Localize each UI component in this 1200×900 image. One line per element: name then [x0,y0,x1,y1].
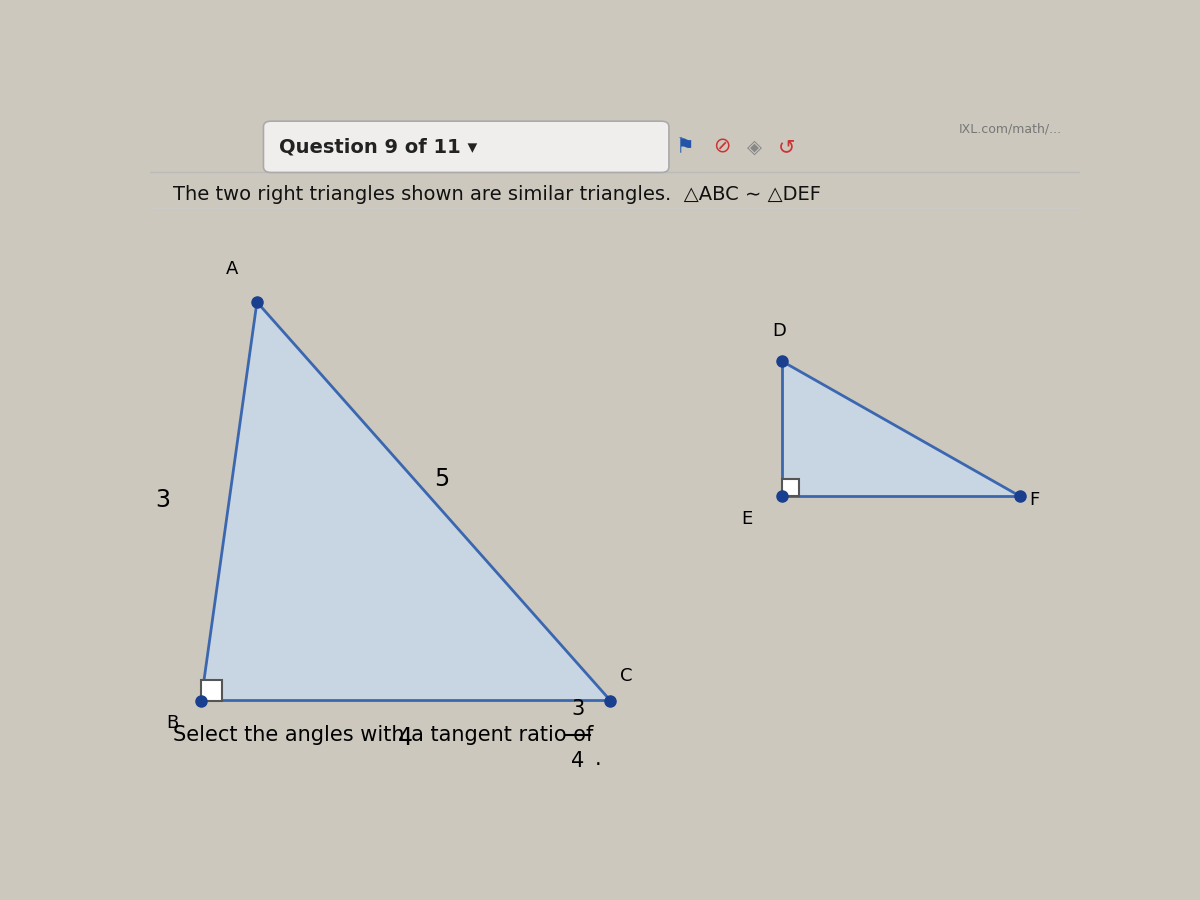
Text: 3: 3 [156,488,170,511]
Text: ◈: ◈ [746,138,762,157]
Text: 5: 5 [433,467,449,491]
Polygon shape [782,361,1020,496]
Text: B: B [167,715,179,733]
Text: 4: 4 [398,726,413,751]
Text: F: F [1028,491,1039,508]
Text: 3: 3 [571,699,584,719]
Text: IXL.com/math/...: IXL.com/math/... [959,122,1062,135]
Text: .: . [594,749,601,769]
Text: ⊘: ⊘ [713,137,731,157]
Text: C: C [619,667,632,685]
Text: The two right triangles shown are similar triangles.  △ABC ∼ △DEF: The two right triangles shown are simila… [173,185,821,204]
Text: ↺: ↺ [779,137,796,157]
Text: 4: 4 [571,752,584,771]
Text: Question 9 of 11 ▾: Question 9 of 11 ▾ [278,138,476,157]
Text: A: A [226,260,239,278]
Text: Select the angles with a tangent ratio of: Select the angles with a tangent ratio o… [173,725,594,745]
Bar [782,480,799,496]
Text: D: D [773,322,786,340]
Bar [202,680,222,700]
Polygon shape [202,302,611,700]
Text: E: E [742,510,752,528]
Text: ⚑: ⚑ [676,137,694,157]
FancyBboxPatch shape [264,122,668,173]
